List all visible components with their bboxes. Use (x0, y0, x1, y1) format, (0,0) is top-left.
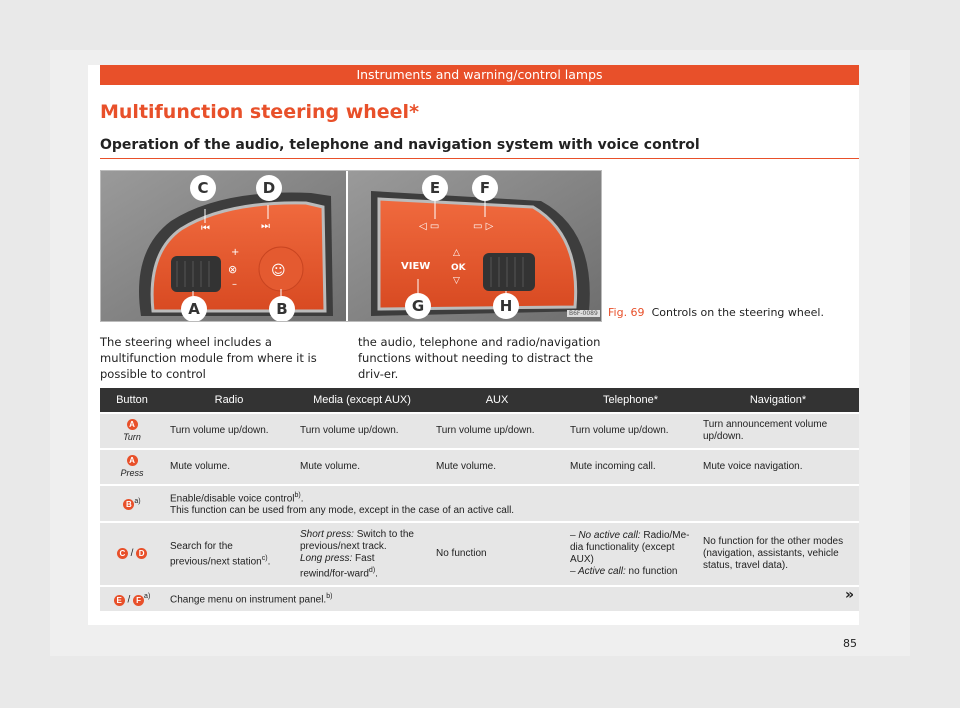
callout-c: C (190, 175, 216, 201)
svg-text:▭ ▷: ▭ ▷ (473, 221, 494, 232)
key-f: F (133, 594, 145, 606)
col-telephone: Telephone* (564, 388, 697, 413)
title-divider (100, 158, 859, 159)
volume-roller (171, 256, 221, 292)
page-number: 85 (843, 637, 857, 650)
view-button-label: VIEW (401, 261, 431, 272)
button-cell: A Turn (100, 412, 164, 449)
table-row: A Turn Turn volume up/down. Turn volume u… (100, 412, 859, 449)
callout-f: F (472, 175, 498, 201)
table-header-row: Button Radio Media (except AUX) AUX Tele… (100, 388, 859, 413)
section-band: Instruments and warning/control lamps (100, 65, 859, 85)
table-row: A Press Mute volume. Mute volume. Mute vo… (100, 448, 859, 485)
figure-number: Fig. 69 (608, 306, 645, 319)
page-title: Multifunction steering wheel* (100, 101, 420, 123)
col-aux: AUX (430, 388, 564, 413)
svg-text:+: + (231, 247, 239, 258)
steering-wheel-illustration: + ⊗ – ☺ ⏮ ⏭ △ ▽ ◁ ▭ ▭ ▷ (101, 171, 601, 321)
button-cell: C / D (100, 521, 164, 587)
callout-d: D (256, 175, 282, 201)
steering-wheel-figure: + ⊗ – ☺ ⏮ ⏭ △ ▽ ◁ ▭ ▭ ▷ C D A B E F G H … (100, 170, 602, 322)
callout-b: B (269, 296, 295, 321)
svg-text:–: – (232, 279, 237, 290)
callout-g: G (405, 293, 431, 319)
menu-roller (483, 253, 535, 291)
figure-code: B6F-0089 (567, 310, 600, 317)
svg-text:⏭: ⏭ (261, 221, 270, 232)
svg-text:◁ ▭: ◁ ▭ (419, 221, 439, 232)
svg-text:☺: ☺ (271, 263, 286, 279)
key-e: E (113, 594, 125, 606)
key-c: C (116, 548, 128, 560)
key-a: A (126, 454, 138, 466)
continue-arrow: » (845, 587, 855, 603)
key-a: A (126, 418, 138, 430)
ok-button-label: OK (451, 263, 466, 273)
table-row: C / D Search for the previous/next stati… (100, 521, 859, 587)
figure-caption-text: Controls on the steering wheel. (651, 306, 824, 319)
key-b: B (123, 499, 135, 511)
svg-text:△: △ (453, 248, 460, 258)
col-navigation: Navigation* (697, 388, 859, 413)
callout-h: H (493, 293, 519, 319)
svg-text:⊗: ⊗ (228, 263, 237, 276)
page-subtitle: Operation of the audio, telephone and na… (100, 137, 700, 153)
intro-col2: the audio, telephone and radio/navigatio… (358, 335, 601, 381)
callout-e: E (422, 175, 448, 201)
figure-caption: Fig. 69 Controls on the steering wheel. (608, 306, 824, 319)
button-cell: A Press (100, 448, 164, 485)
key-d: D (136, 548, 148, 560)
col-radio: Radio (164, 388, 294, 413)
col-button: Button (100, 388, 164, 413)
callout-a: A (181, 296, 207, 321)
button-functions-table: Button Radio Media (except AUX) AUX Tele… (100, 388, 859, 611)
svg-text:⏮: ⏮ (201, 223, 210, 234)
col-media: Media (except AUX) (294, 388, 430, 413)
svg-text:▽: ▽ (453, 276, 460, 286)
intro-col1: The steering wheel includes a multifunct… (100, 335, 317, 381)
